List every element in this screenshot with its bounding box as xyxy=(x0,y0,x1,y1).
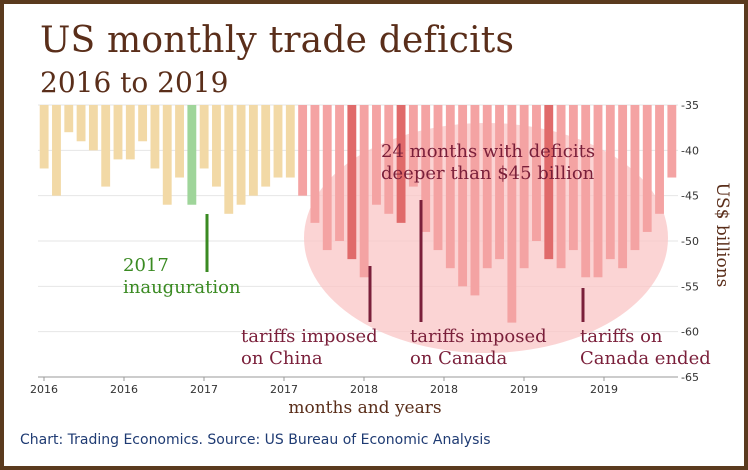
bar xyxy=(655,105,664,214)
bar xyxy=(101,105,111,187)
chart-subtitle: 2016 to 2019 xyxy=(40,66,229,99)
chart-title: US monthly trade deficits xyxy=(40,20,515,61)
bar xyxy=(482,105,492,269)
source-credit: Chart: Trading Economics. Source: US Bur… xyxy=(20,432,491,448)
y-tick-label: -40 xyxy=(681,144,699,157)
bar xyxy=(544,105,554,260)
y-tick-label: -50 xyxy=(681,235,699,248)
x-tick-label: 2018 xyxy=(350,383,378,396)
bar xyxy=(212,105,221,187)
y-tick-label: -60 xyxy=(681,326,699,339)
bar xyxy=(113,105,123,160)
bar xyxy=(236,105,246,205)
bar xyxy=(532,105,541,241)
bar xyxy=(495,105,504,260)
bar xyxy=(273,105,283,178)
y-tick-label: -65 xyxy=(681,371,699,384)
bar xyxy=(630,105,640,251)
bar xyxy=(445,105,455,269)
bar xyxy=(556,105,566,269)
x-axis-label: months and years xyxy=(288,398,441,418)
annotation-text: on Canada xyxy=(410,348,508,369)
annotation-text: inauguration xyxy=(123,277,241,298)
bar xyxy=(408,105,418,187)
annotation-text: 24 months with deficits xyxy=(381,141,595,162)
bar xyxy=(76,105,86,142)
bar xyxy=(162,105,172,205)
annotation-text: tariffs imposed xyxy=(410,326,547,347)
y-axis-label: US$ billions xyxy=(712,183,732,288)
bar xyxy=(667,105,677,178)
bar xyxy=(261,105,271,187)
bar xyxy=(618,105,628,269)
x-tick-label: 2016 xyxy=(110,383,138,396)
bar xyxy=(347,105,357,260)
annotation-text: on China xyxy=(241,348,323,369)
bar xyxy=(384,105,394,214)
annotation-text: 2017 xyxy=(123,255,169,276)
bar xyxy=(52,105,61,196)
bar xyxy=(125,105,135,160)
bar xyxy=(519,105,529,269)
bar xyxy=(568,105,578,251)
bar xyxy=(64,105,74,133)
bar xyxy=(458,105,468,287)
bar xyxy=(470,105,480,296)
bar xyxy=(642,105,652,232)
bar xyxy=(396,105,406,223)
bar xyxy=(199,105,209,169)
y-tick-label: -35 xyxy=(681,99,699,112)
bar xyxy=(421,105,431,232)
bar xyxy=(359,105,369,278)
bar xyxy=(88,105,98,151)
bar xyxy=(372,105,381,205)
bar xyxy=(224,105,234,214)
bar xyxy=(175,105,184,178)
x-tick-label: 2019 xyxy=(590,383,618,396)
annotation-text: Canada ended xyxy=(580,348,711,369)
x-tick-label: 2017 xyxy=(190,383,218,396)
bar xyxy=(605,105,615,260)
bar xyxy=(150,105,160,169)
y-tick-label: -45 xyxy=(681,190,699,203)
bar xyxy=(298,105,308,196)
bar xyxy=(581,105,591,278)
bar xyxy=(310,105,320,223)
bar xyxy=(507,105,517,323)
x-tick-label: 2018 xyxy=(430,383,458,396)
bar xyxy=(39,105,49,169)
bar xyxy=(285,105,295,178)
y-tick-label: -55 xyxy=(681,280,699,293)
annotation-text: tariffs imposed xyxy=(241,326,378,347)
bar xyxy=(248,105,258,196)
bar xyxy=(433,105,443,251)
x-tick-label: 2016 xyxy=(30,383,58,396)
bar xyxy=(138,105,148,142)
annotation-text: tariffs on xyxy=(580,326,663,347)
bar xyxy=(322,105,332,251)
bar xyxy=(593,105,603,278)
x-tick-label: 2019 xyxy=(510,383,538,396)
annotation-text: deeper than $45 billion xyxy=(381,163,595,184)
bar xyxy=(187,105,197,205)
x-tick-label: 2017 xyxy=(270,383,298,396)
bar xyxy=(335,105,344,241)
